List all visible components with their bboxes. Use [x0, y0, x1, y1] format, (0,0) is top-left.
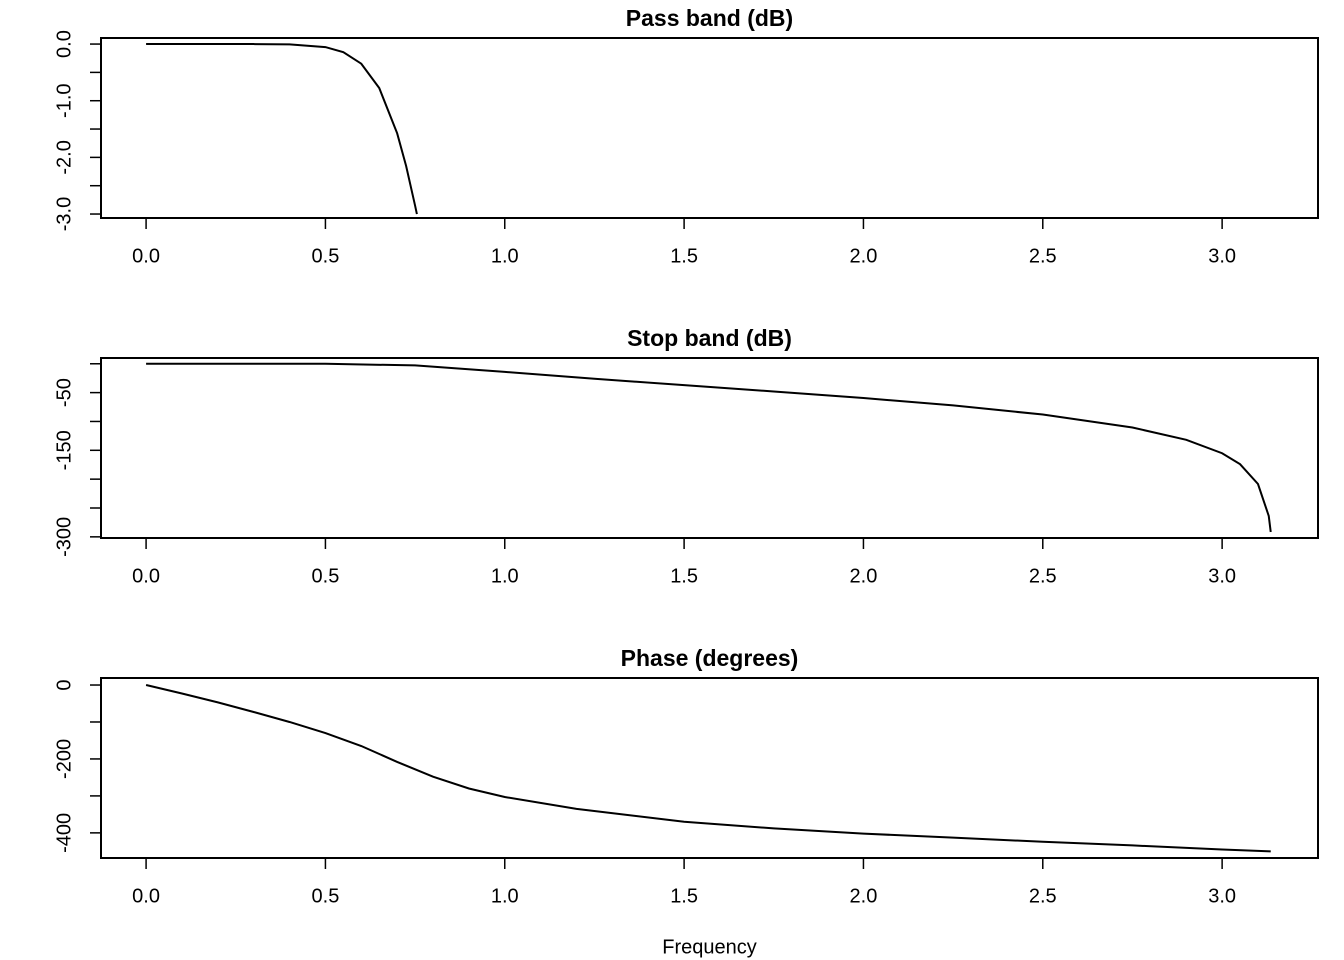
line: [145, 684, 1271, 853]
x-tick-label: 1.5: [670, 245, 698, 267]
x-tick-label: 1.0: [491, 245, 519, 267]
x-tick-label: 0.5: [312, 565, 340, 587]
x-tick-label: 0.5: [312, 245, 340, 267]
x-tick-label: 3.0: [1208, 885, 1236, 907]
y-tick-label: -300: [53, 517, 75, 557]
y-tick-label: -200: [53, 739, 75, 779]
x-tick-label: 0.0: [132, 245, 160, 267]
y-tick-label: -2.0: [53, 140, 75, 174]
x-tick-label: 0.0: [132, 565, 160, 587]
chart-title: Pass band (dB): [626, 5, 793, 31]
x-tick-label: 3.0: [1208, 565, 1236, 587]
x-axis-label: Frequency: [662, 936, 757, 958]
x-tick-label: 3.0: [1208, 245, 1236, 267]
x-tick-label: 2.5: [1029, 565, 1057, 587]
x-tick-label: 2.0: [850, 245, 878, 267]
plot-frame: [100, 357, 1319, 539]
x-tick-label: 1.0: [491, 885, 519, 907]
x-tick-label: 1.5: [670, 565, 698, 587]
y-tick-label: -3.0: [53, 197, 75, 231]
x-tick-label: 0.0: [132, 885, 160, 907]
chart-title: Stop band (dB): [627, 325, 792, 351]
x-tick-label: 1.5: [670, 885, 698, 907]
y-tick-label: -1.0: [53, 83, 75, 117]
y-tick-label: -400: [53, 813, 75, 853]
plot-frame: [100, 37, 1319, 219]
x-tick-label: 2.5: [1029, 245, 1057, 267]
plot-frame: [100, 677, 1319, 859]
x-tick-label: 2.0: [850, 565, 878, 587]
x-tick-label: 2.5: [1029, 885, 1057, 907]
line: [146, 43, 418, 215]
x-tick-label: 1.0: [491, 565, 519, 587]
x-tick-label: 2.0: [850, 885, 878, 907]
y-tick-label: 0: [53, 679, 75, 690]
x-tick-label: 0.5: [312, 885, 340, 907]
chart-title: Phase (degrees): [621, 645, 799, 671]
y-tick-label: -50: [53, 378, 75, 407]
y-tick-label: 0.0: [53, 30, 75, 58]
line: [146, 362, 1272, 533]
y-tick-label: -150: [53, 430, 75, 470]
